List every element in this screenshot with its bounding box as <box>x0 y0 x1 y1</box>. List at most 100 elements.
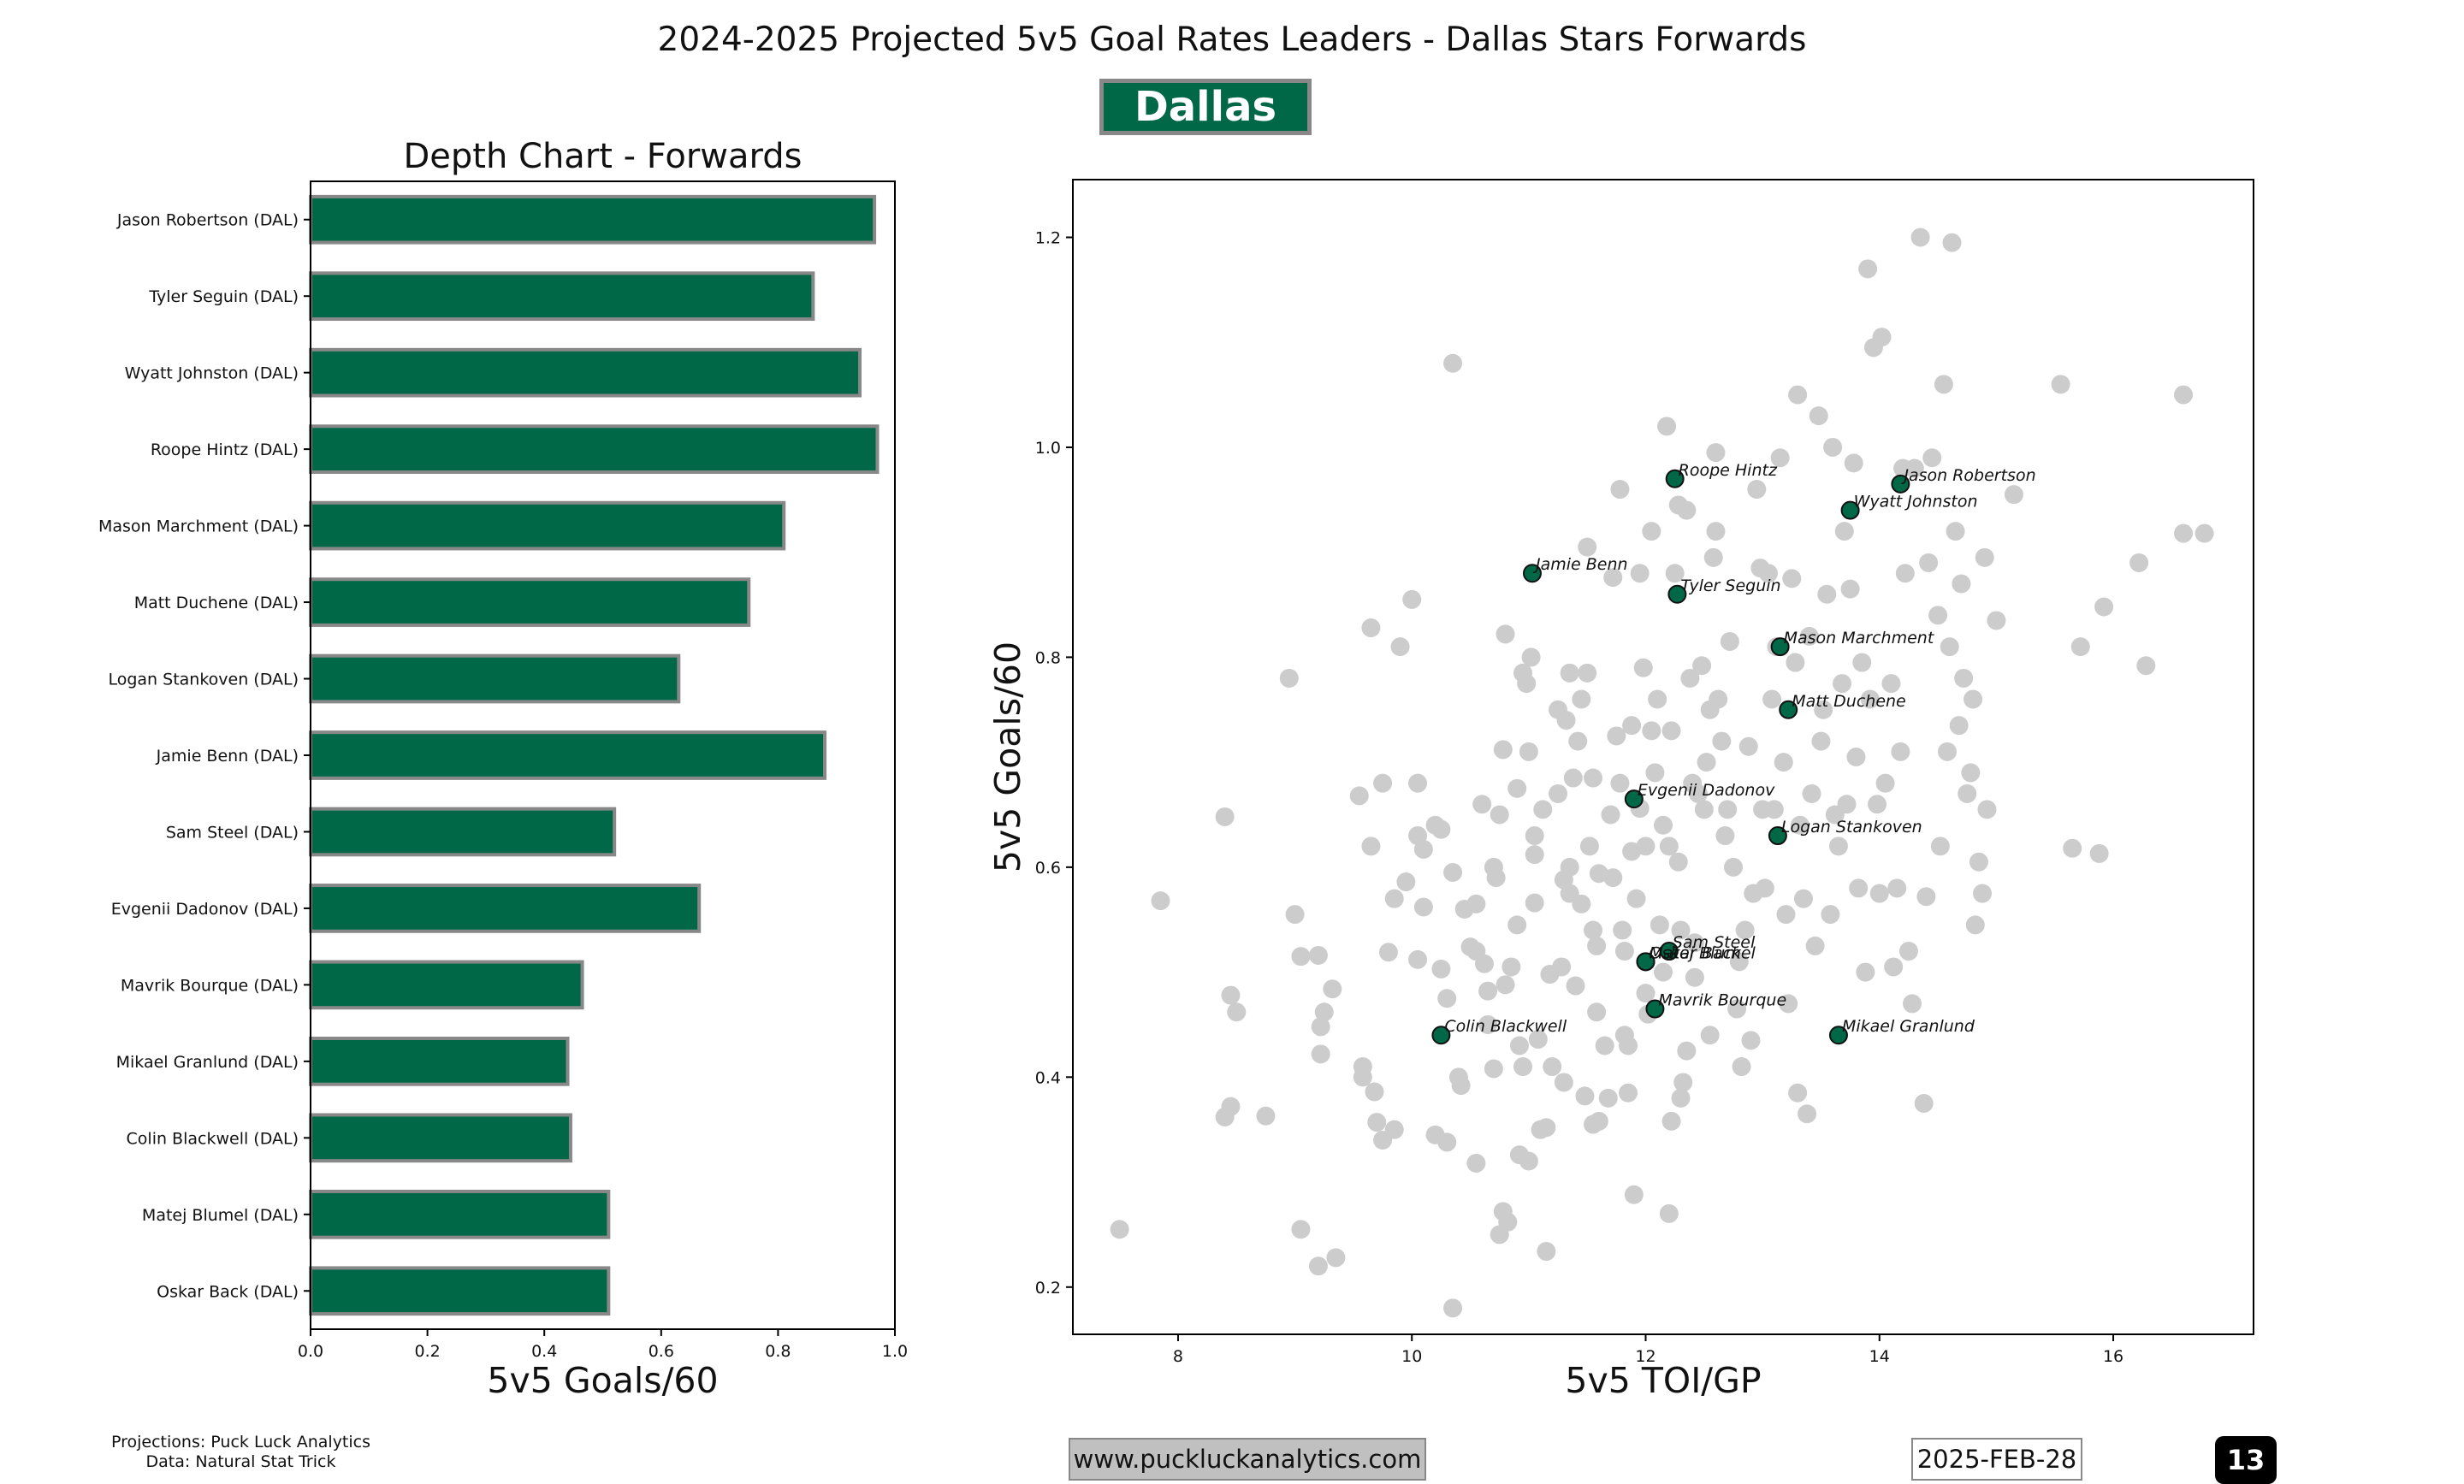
league-point <box>1595 1036 1614 1055</box>
y-tick-label: Roope Hintz (DAL) <box>151 440 299 459</box>
bar-1 <box>309 194 877 245</box>
figure-title: 2024-2025 Projected 5v5 Goal Rates Leade… <box>657 21 1807 59</box>
league-point <box>1525 893 1544 913</box>
league-point <box>1466 894 1486 913</box>
league-point <box>1846 748 1866 766</box>
depth-chart-bar-chart: Depth Chart - Forwards Jason Robertson (D… <box>98 137 908 1401</box>
credits: Projections: Puck Luck Analytics Data: N… <box>111 1433 370 1472</box>
league-point <box>1578 663 1597 683</box>
league-point <box>2174 523 2194 543</box>
league-point <box>1654 962 1673 982</box>
league-point <box>1914 1094 1934 1113</box>
y-tick-label: Matej Blumel (DAL) <box>142 1206 299 1225</box>
y-tick-label: Mikael Granlund (DAL) <box>116 1053 299 1072</box>
league-point <box>1601 805 1620 825</box>
league-point <box>1443 863 1463 882</box>
player-label: Mavrik Bourque <box>1658 991 1786 1010</box>
league-point <box>1630 564 1650 583</box>
league-point <box>1311 1017 1330 1037</box>
league-point <box>1519 742 1538 761</box>
league-point <box>1221 985 1241 1005</box>
league-point <box>1603 568 1623 588</box>
league-point <box>1875 773 1895 793</box>
league-point <box>1384 889 1404 908</box>
league-point <box>1694 800 1714 819</box>
league-point <box>1811 731 1831 751</box>
bar-7 <box>309 653 681 704</box>
league-point <box>1431 819 1451 839</box>
league-point <box>1856 962 1875 982</box>
league-point <box>1975 547 1994 567</box>
league-point <box>1215 807 1235 826</box>
player-label: Roope Hintz <box>1679 461 1778 480</box>
league-point <box>1408 949 1428 969</box>
league-point <box>1648 689 1667 709</box>
bar-8 <box>309 730 827 780</box>
league-point <box>1919 553 1939 572</box>
league-point <box>1904 458 1924 478</box>
league-point <box>1680 668 1700 688</box>
y-tick-label: Tyler Seguin (DAL) <box>148 287 299 306</box>
y-tick-label: Mavrik Bourque (DAL) <box>121 976 299 995</box>
league-point <box>1703 547 1723 567</box>
league-point <box>1507 778 1527 798</box>
league-point <box>1969 852 1988 872</box>
credit-projections: Projections: Puck Luck Analytics <box>111 1433 371 1451</box>
league-point <box>1474 954 1494 973</box>
league-point <box>1311 1044 1330 1064</box>
league-point <box>1484 1059 1503 1079</box>
league-point <box>1610 480 1630 500</box>
x-tick-label: 10 <box>1401 1347 1422 1366</box>
league-point <box>1502 957 1521 977</box>
league-point <box>1560 857 1579 877</box>
league-point <box>1396 872 1416 892</box>
x-tick-label: 14 <box>1869 1347 1890 1366</box>
league-point <box>1373 773 1393 793</box>
league-point <box>1437 1132 1457 1152</box>
league-point <box>1659 1203 1679 1223</box>
league-point <box>1805 936 1825 955</box>
bar-plot-frame <box>310 180 896 1330</box>
y-tick-label: Mason Marchment (DAL) <box>98 517 299 536</box>
league-point <box>1661 1111 1681 1131</box>
league-point <box>1770 448 1790 468</box>
league-point <box>1478 1014 1498 1034</box>
y-tick-label: Oskar Back (DAL) <box>157 1282 299 1301</box>
player-label: Matt Duchene <box>1792 692 1906 711</box>
player-label: Jamie Benn <box>1532 555 1628 574</box>
league-point <box>1688 783 1708 803</box>
goal-rates-scatter-chart: Jason Robertson Roope Hintz Wyatt Johnston… <box>987 179 2254 1401</box>
league-point <box>1285 905 1305 925</box>
league-point <box>1965 915 1985 935</box>
player-label: Oskar Back <box>1650 943 1742 962</box>
league-point <box>1466 1153 1486 1173</box>
league-point <box>2063 838 2082 858</box>
league-point <box>1645 763 1665 783</box>
league-point <box>1589 1111 1608 1131</box>
league-point <box>1496 975 1515 995</box>
league-point <box>1930 837 1950 856</box>
y-tick-label: Evgenii Dadonov (DAL) <box>111 900 299 919</box>
x-tick-label: 16 <box>2103 1347 2123 1366</box>
league-point <box>1741 1031 1761 1050</box>
league-point <box>1361 837 1381 856</box>
league-point <box>1661 721 1681 741</box>
league-point <box>1587 936 1607 955</box>
league-point <box>1509 1036 1529 1055</box>
league-point <box>1938 742 1958 761</box>
league-point <box>1493 740 1513 760</box>
league-point <box>1718 800 1738 819</box>
league-point <box>1361 618 1381 638</box>
league-point <box>1987 611 2006 630</box>
league-point <box>1390 637 1410 657</box>
player-point <box>1828 1026 1848 1045</box>
league-point <box>1891 742 1910 761</box>
y-tick-label: 0.6 <box>1035 859 1061 878</box>
league-point <box>1762 689 1782 709</box>
league-point <box>1858 259 1878 279</box>
player-point <box>1645 999 1665 1019</box>
league-point <box>1221 1097 1241 1116</box>
bar-10 <box>309 884 702 933</box>
league-point <box>1786 653 1805 672</box>
player-point <box>1840 500 1860 520</box>
